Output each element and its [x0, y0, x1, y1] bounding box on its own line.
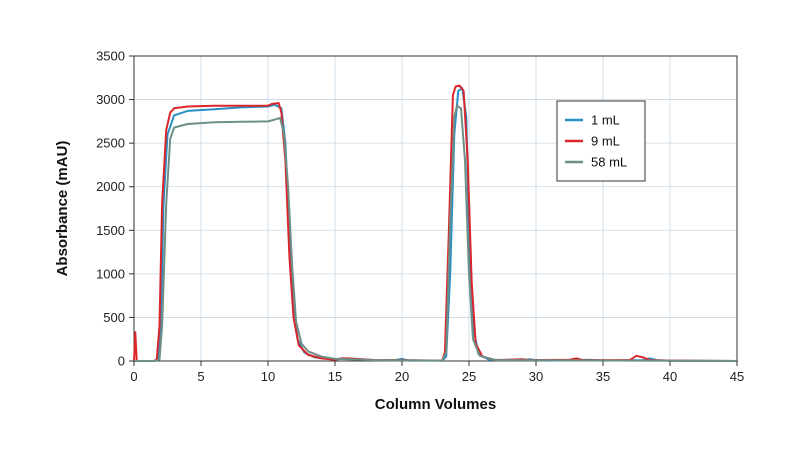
y-tick-label: 1000: [96, 266, 125, 281]
series-line-1-ml: [133, 87, 738, 362]
x-tick-label: 0: [130, 369, 137, 384]
legend: 1 mL 9 mL 58 mL: [556, 100, 646, 182]
grid: [133, 55, 738, 362]
y-axis-title: Absorbance (mAU): [54, 141, 71, 277]
y-tick-label: 2500: [96, 136, 125, 151]
x-tick-label: 45: [730, 369, 744, 384]
x-tick-label: 5: [197, 369, 204, 384]
y-tick-label: 0: [118, 354, 125, 369]
x-tick-label: 20: [395, 369, 409, 384]
series-lines: [133, 84, 738, 362]
x-tick-label: 40: [663, 369, 677, 384]
legend-label: 1 mL: [591, 113, 620, 128]
y-tick-label: 3000: [96, 92, 125, 107]
x-tick-label: 15: [328, 369, 342, 384]
y-axis-ticks: 0 500 1000 1500 2000 2500 3000 3500: [96, 49, 134, 369]
y-tick-label: 1500: [96, 223, 125, 238]
legend-items: 1 mL 9 mL 58 mL: [565, 113, 627, 170]
x-tick-label: 35: [596, 369, 610, 384]
y-tick-label: 500: [103, 310, 125, 325]
plot-area-frame: [133, 55, 738, 362]
series-line-9-ml: [133, 84, 738, 362]
series-line-58-ml: [133, 104, 738, 362]
x-tick-label: 30: [529, 369, 543, 384]
legend-label: 58 mL: [591, 155, 627, 170]
y-tick-label: 2000: [96, 179, 125, 194]
y-tick-label: 3500: [96, 49, 125, 64]
x-axis-title: Column Volumes: [375, 396, 496, 413]
legend-label: 9 mL: [591, 134, 620, 149]
x-tick-label: 25: [462, 369, 476, 384]
x-axis-ticks: 0 5 10 15 20 25 30 35 40 45: [130, 361, 744, 384]
x-tick-label: 10: [261, 369, 275, 384]
